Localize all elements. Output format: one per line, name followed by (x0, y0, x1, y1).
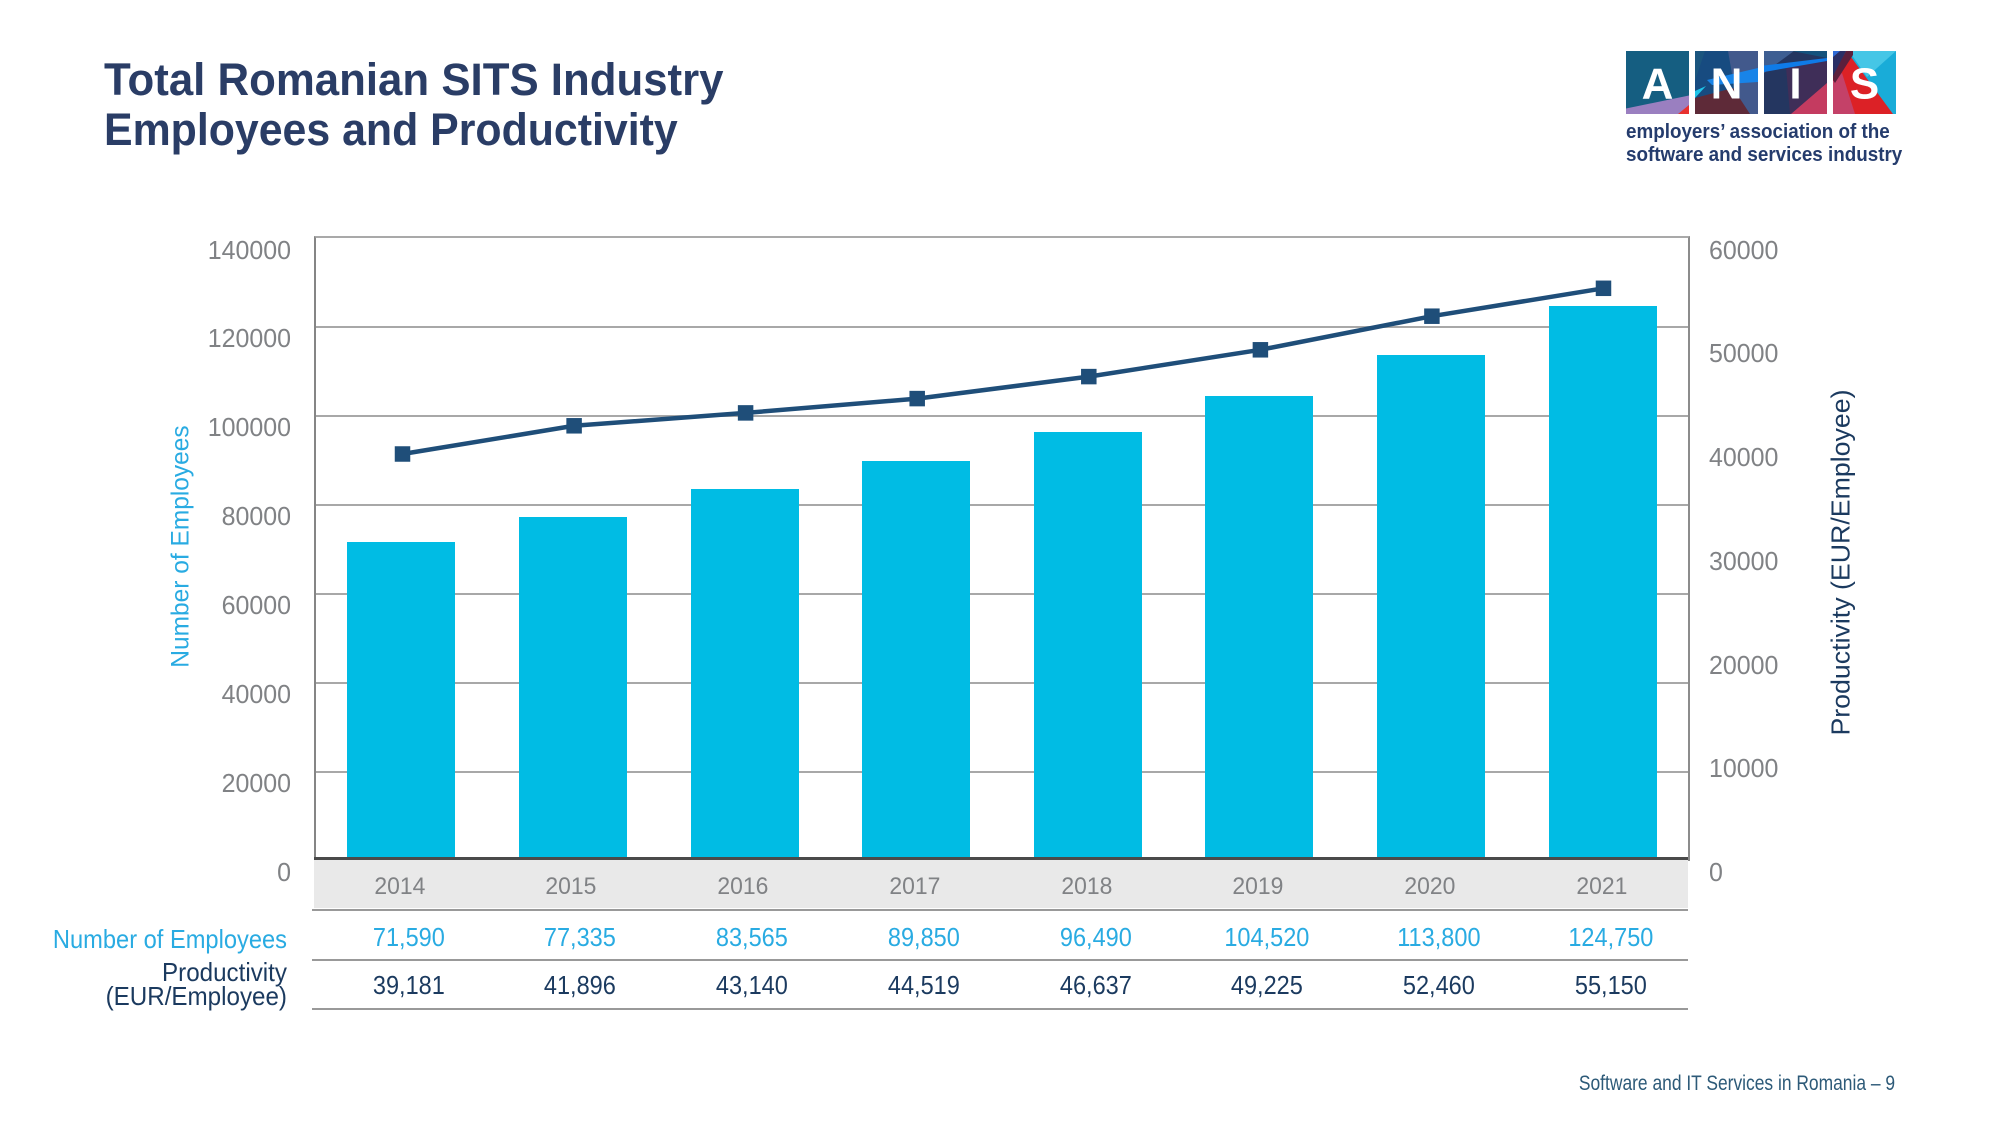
svg-text:I: I (1789, 60, 1801, 109)
svg-text:N: N (1711, 60, 1743, 109)
svg-text:S: S (1850, 60, 1879, 109)
svg-text:A: A (1642, 60, 1674, 109)
